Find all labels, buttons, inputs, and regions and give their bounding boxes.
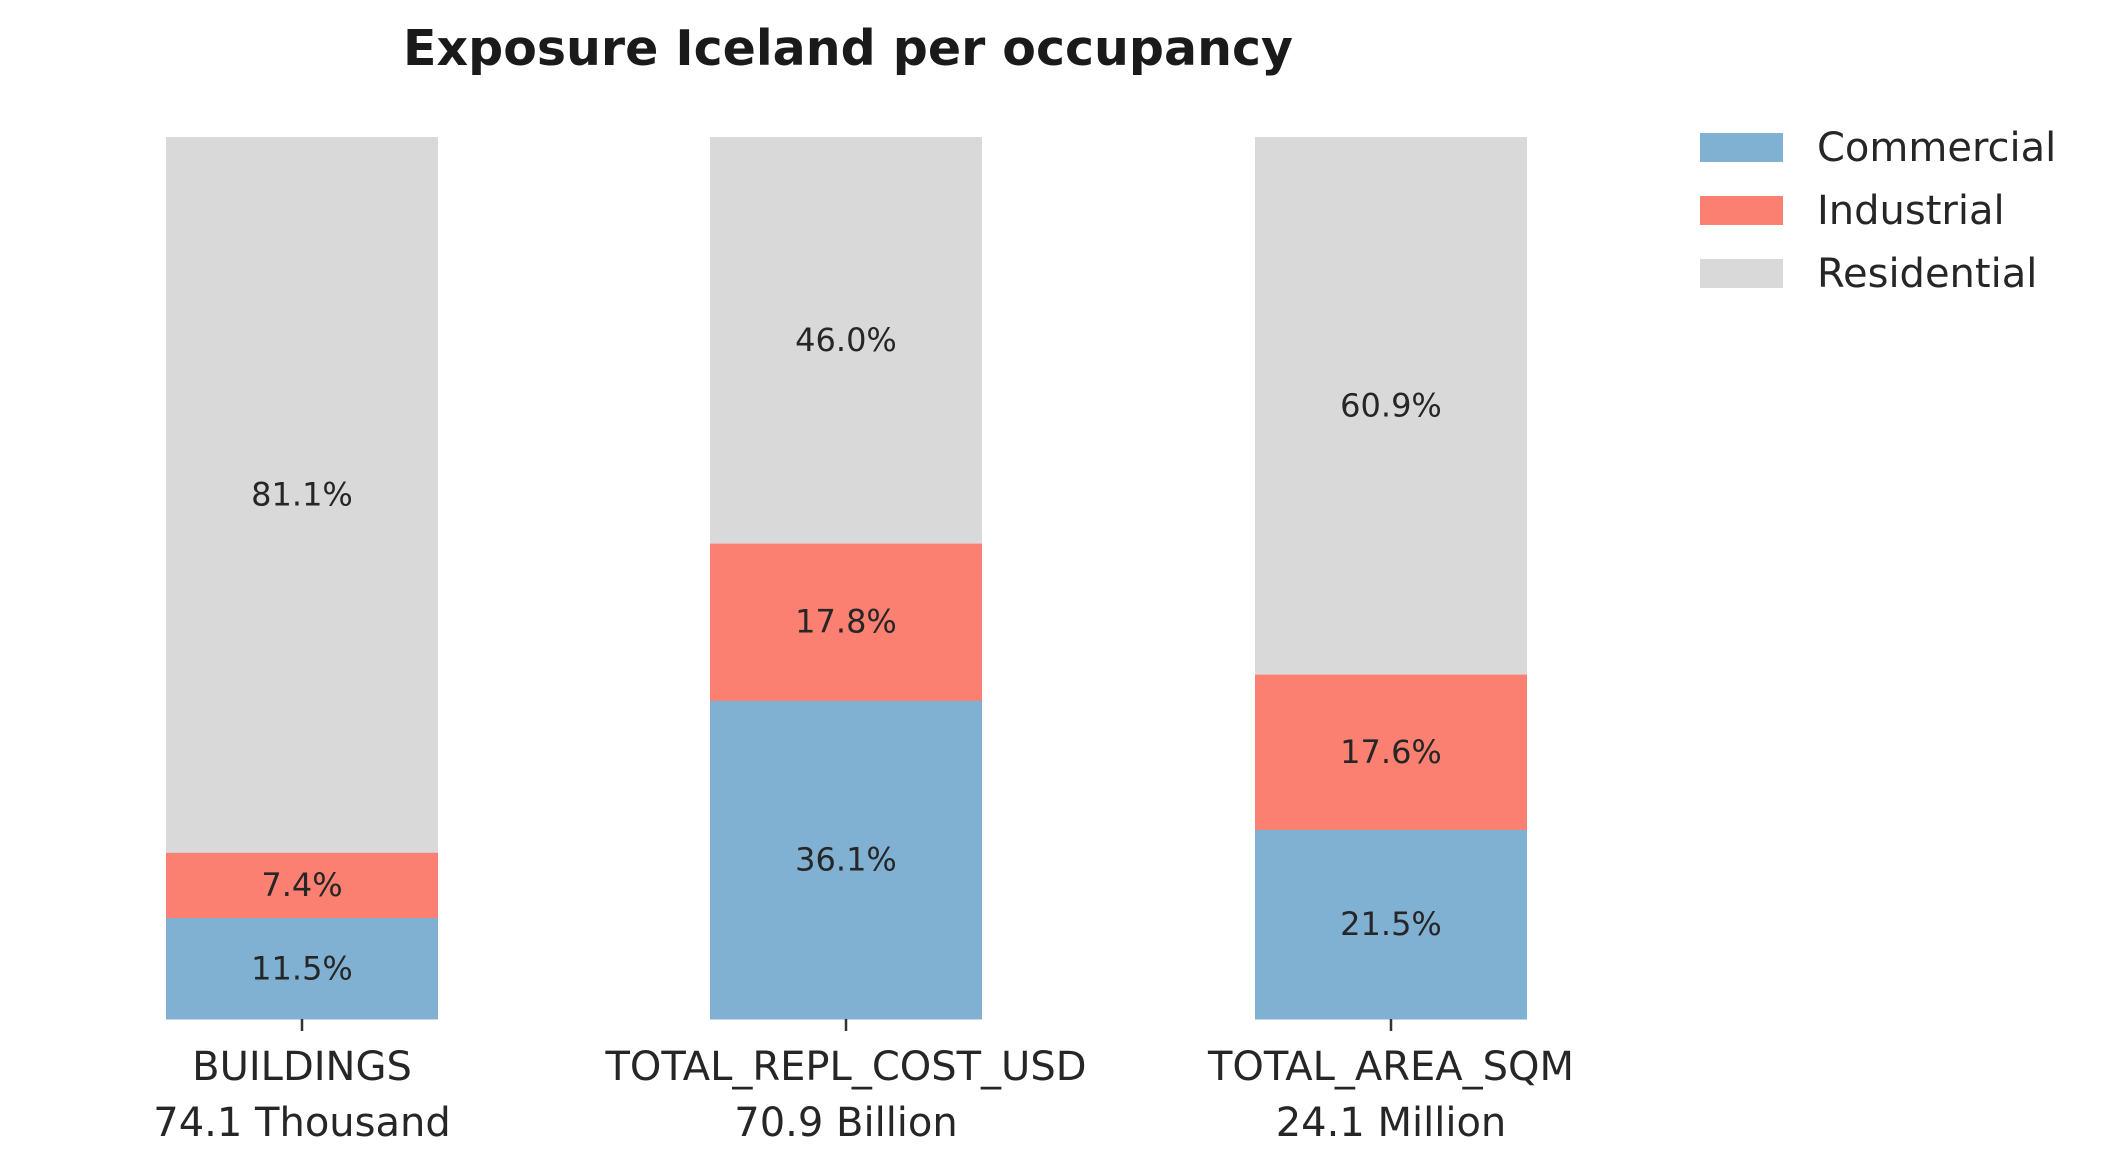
bar-total-repl-cost-usd-commercial bbox=[710, 700, 982, 1020]
x-tick-total-total-area-sqm: 24.1 Million bbox=[1276, 1100, 1507, 1146]
data-label-total-repl-cost-usd-industrial: 17.8% bbox=[795, 603, 897, 641]
legend: Commercial Industrial Residential bbox=[1700, 125, 2056, 297]
x-tick-label-total-area-sqm: TOTAL_AREA_SQM bbox=[1207, 1044, 1574, 1090]
bar-total-area-sqm-residential bbox=[1255, 137, 1527, 675]
legend-label-industrial: Industrial bbox=[1817, 188, 2005, 234]
x-tick-total-buildings: 74.1 Thousand bbox=[153, 1100, 450, 1146]
bar-total-area-sqm-commercial bbox=[1255, 829, 1527, 1020]
bar-total-area-sqm-industrial bbox=[1255, 674, 1527, 830]
bar-total-repl-cost-usd-industrial bbox=[710, 543, 982, 701]
data-label-total-area-sqm-residential: 60.9% bbox=[1340, 387, 1442, 425]
data-label-buildings-industrial: 7.4% bbox=[261, 866, 342, 904]
x-tick-label-buildings: BUILDINGS bbox=[192, 1044, 412, 1090]
x-tick-total-total-repl-cost-usd: 70.9 Billion bbox=[734, 1100, 958, 1146]
legend-swatch-residential bbox=[1700, 259, 1783, 288]
x-axis: BUILDINGS 74.1 Thousand TOTAL_REPL_COST_US… bbox=[153, 1019, 1574, 1146]
x-tick-label-total-repl-cost-usd: TOTAL_REPL_COST_USD bbox=[604, 1044, 1086, 1090]
bar-buildings-residential bbox=[166, 137, 438, 853]
bars: 11.5% 7.4% 81.1% 36.1% 17.8% 46.0% 21.5% 17.6% 6… bbox=[166, 137, 1527, 1020]
legend-label-residential: Residential bbox=[1817, 251, 2037, 297]
bar-buildings-commercial bbox=[166, 917, 438, 1020]
data-label-total-repl-cost-usd-commercial: 36.1% bbox=[795, 841, 897, 879]
legend-label-commercial: Commercial bbox=[1817, 125, 2056, 171]
data-label-total-area-sqm-industrial: 17.6% bbox=[1340, 733, 1442, 771]
legend-swatch-commercial bbox=[1700, 133, 1783, 162]
chart-title: Exposure Iceland per occupancy bbox=[403, 20, 1293, 77]
data-label-buildings-commercial: 11.5% bbox=[251, 949, 353, 987]
data-label-total-repl-cost-usd-residential: 46.0% bbox=[795, 321, 897, 359]
bar-total-repl-cost-usd-residential bbox=[710, 137, 982, 544]
data-label-total-area-sqm-commercial: 21.5% bbox=[1340, 905, 1442, 943]
data-label-buildings-residential: 81.1% bbox=[251, 476, 353, 514]
legend-swatch-industrial bbox=[1700, 196, 1783, 225]
bar-buildings-industrial bbox=[166, 852, 438, 919]
